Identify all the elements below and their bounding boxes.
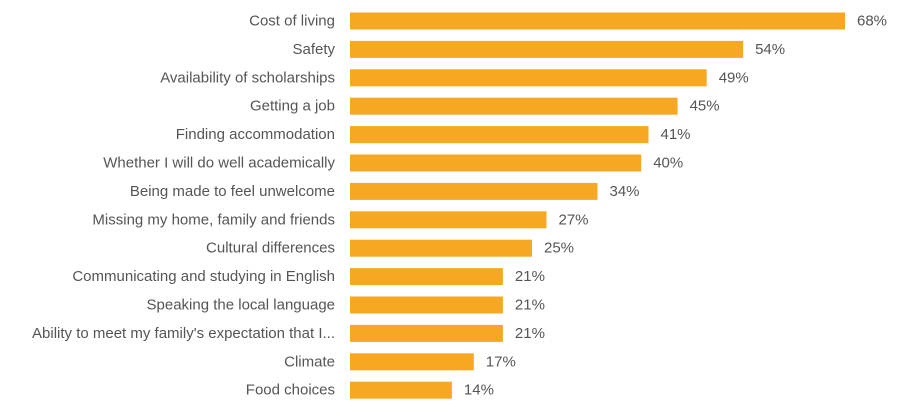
value-label: 14%	[464, 382, 494, 399]
category-label: Cultural differences	[206, 240, 335, 257]
bars-group	[350, 12, 845, 399]
value-label: 25%	[544, 240, 574, 257]
bar	[350, 12, 845, 30]
category-label: Missing my home, family and friends	[92, 211, 335, 228]
category-label: Communicating and studying in English	[72, 268, 335, 285]
value-label: 21%	[515, 325, 545, 342]
value-label: 41%	[661, 126, 691, 143]
category-label: Safety	[292, 41, 335, 58]
category-label: Whether I will do well academically	[103, 155, 335, 172]
value-label: 40%	[653, 155, 683, 172]
bar	[350, 324, 503, 342]
category-label: Finding accommodation	[176, 126, 335, 143]
bar	[350, 353, 474, 371]
value-label: 17%	[486, 353, 516, 370]
category-label: Ability to meet my family's expectation …	[32, 325, 335, 342]
bar	[350, 239, 532, 257]
bar	[350, 268, 503, 286]
value-label: 21%	[515, 297, 545, 314]
category-label: Climate	[284, 353, 335, 370]
bar	[350, 211, 547, 229]
category-label: Availability of scholarships	[160, 69, 335, 86]
bar	[350, 69, 707, 87]
value-label: 21%	[515, 268, 545, 285]
bar	[350, 126, 649, 144]
value-label: 27%	[559, 211, 589, 228]
category-label: Being made to feel unwelcome	[130, 183, 335, 200]
value-label: 34%	[610, 183, 640, 200]
value-labels-group: 68% 54% 49% 45% 41% 40% 34% 27% 25% 21% 21% 21% 17% 1…	[464, 13, 887, 399]
value-label: 54%	[755, 41, 785, 58]
category-label: Cost of living	[249, 13, 335, 30]
bar	[350, 97, 678, 115]
category-label: Speaking the local language	[147, 297, 335, 314]
value-label: 68%	[857, 13, 887, 30]
value-label: 45%	[690, 98, 720, 115]
category-label: Getting a job	[250, 98, 335, 115]
bar	[350, 182, 598, 200]
bar	[350, 381, 452, 399]
bar	[350, 40, 744, 58]
bar	[350, 296, 503, 314]
bar	[350, 154, 642, 172]
value-label: 49%	[719, 69, 749, 86]
category-label: Food choices	[246, 382, 335, 399]
category-labels-group: Cost of living Safety Availability of scho…	[32, 13, 335, 399]
